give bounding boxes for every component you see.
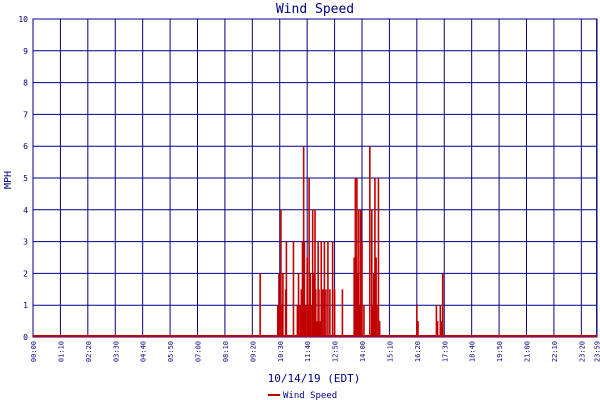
x-tick-label: 15:10 <box>386 341 394 362</box>
chart-title: Wind Speed <box>276 2 354 17</box>
y-tick-label: 2 <box>23 269 28 278</box>
chart-legend: Wind Speed <box>268 391 337 400</box>
x-tick-labels: 00:00 01:10 02:20 03:30 04:40 05:50 07:00 08:10… <box>30 341 600 362</box>
x-tick-label: 14:00 <box>359 341 367 362</box>
x-tick-label: 21:00 <box>524 341 532 362</box>
x-tick-label: 00:00 <box>30 341 38 362</box>
y-tick-label: 8 <box>23 79 28 88</box>
x-axis-label: 10/14/19 (EDT) <box>268 372 361 385</box>
x-tick-label: 18:40 <box>469 341 477 362</box>
x-tick-label: 04:40 <box>140 341 148 362</box>
x-tick-label: 16:20 <box>414 341 422 362</box>
y-tick-labels: 0 1 2 3 4 5 6 7 8 9 10 <box>18 15 28 342</box>
y-axis-label: MPH <box>3 171 14 189</box>
x-tick-label: 19:50 <box>496 341 504 362</box>
y-tick-label: 9 <box>23 47 28 56</box>
x-tick-label: 12:50 <box>332 341 340 362</box>
x-tick-label: 09:20 <box>249 341 257 362</box>
x-tick-label: 23:59 <box>594 341 600 362</box>
x-tick-label: 10:30 <box>277 341 285 362</box>
x-tick-label: 08:10 <box>222 341 230 362</box>
x-tick-label: 05:50 <box>167 341 175 362</box>
x-tick-label: 23:20 <box>578 341 586 362</box>
x-tick-label: 17:30 <box>441 341 449 362</box>
x-tick-label: 01:10 <box>57 341 65 362</box>
y-tick-label: 7 <box>23 110 28 119</box>
y-tick-label: 6 <box>23 142 28 151</box>
x-tick-label: 02:20 <box>85 341 93 362</box>
legend-label-wind-speed: Wind Speed <box>283 391 337 400</box>
y-tick-label: 10 <box>18 15 28 24</box>
series-bars <box>33 146 597 337</box>
chart-grid <box>32 18 598 338</box>
y-tick-label: 4 <box>23 206 28 215</box>
x-tick-label: 03:30 <box>112 341 120 362</box>
y-tick-label: 3 <box>23 238 28 247</box>
y-tick-label: 0 <box>23 333 28 342</box>
x-tick-label: 22:10 <box>551 341 559 362</box>
x-tick-label: 11:40 <box>304 341 312 362</box>
y-tick-label: 5 <box>23 174 28 183</box>
y-tick-label: 1 <box>23 301 28 310</box>
x-tick-label: 07:00 <box>195 341 203 362</box>
